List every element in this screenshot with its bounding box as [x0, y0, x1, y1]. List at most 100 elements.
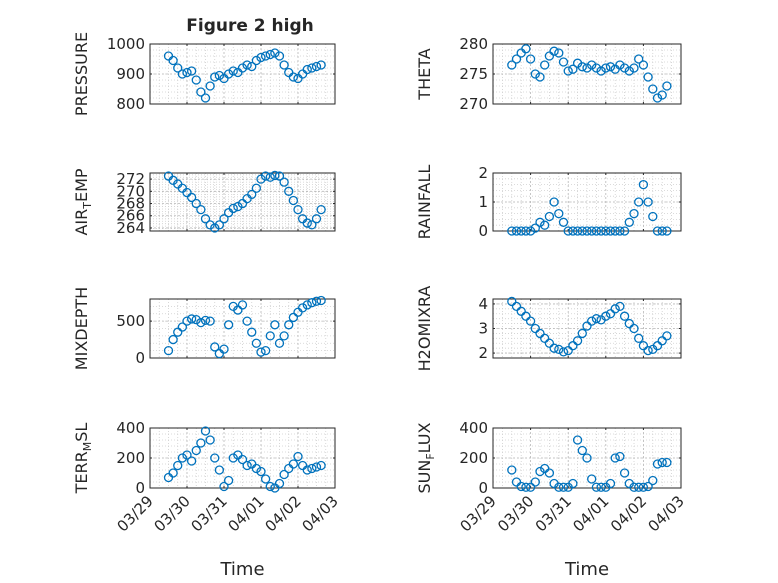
- series-markers: [507, 44, 672, 103]
- data-point: [260, 171, 271, 181]
- series-markers: [507, 435, 672, 492]
- data-point: [265, 481, 275, 492]
- data-point: [302, 300, 312, 310]
- data-point: [619, 226, 630, 236]
- data-point: [530, 69, 540, 79]
- data-point: [657, 226, 667, 236]
- data-point: [256, 174, 266, 184]
- data-point: [223, 320, 234, 330]
- data-point: [270, 48, 280, 58]
- data-point: [601, 311, 611, 321]
- data-point: [540, 60, 550, 70]
- data-point: [530, 223, 540, 233]
- data-point: [214, 70, 225, 81]
- data-point: [200, 315, 211, 326]
- data-point: [521, 226, 531, 236]
- data-point: [237, 300, 248, 310]
- data-point: [619, 468, 630, 478]
- data-point: [163, 345, 174, 356]
- data-point: [648, 475, 658, 486]
- data-point: [582, 63, 592, 73]
- data-point: [634, 197, 644, 207]
- subplot-sun_flux: 0 200 400 SUNFLUX 03/2903/3003/3104/0104/020…: [415, 419, 688, 580]
- data-point: [568, 226, 578, 236]
- data-point: [652, 226, 663, 236]
- data-point: [186, 66, 197, 76]
- data-point: [242, 60, 252, 70]
- data-point: [168, 334, 178, 345]
- data-point: [587, 474, 597, 484]
- x-tick-label: 03/30: [151, 492, 194, 535]
- data-point: [511, 226, 522, 236]
- data-point: [191, 314, 201, 325]
- data-point: [582, 226, 592, 236]
- data-point: [662, 81, 672, 91]
- data-point: [279, 469, 289, 480]
- data-point: [256, 52, 266, 63]
- data-point: [242, 316, 252, 326]
- data-point: [173, 327, 183, 337]
- data-point: [270, 170, 280, 181]
- data-point: [605, 62, 616, 72]
- data-point: [302, 218, 312, 228]
- data-point: [307, 463, 317, 474]
- data-point: [284, 320, 294, 330]
- data-point: [507, 226, 517, 236]
- data-point: [610, 453, 620, 463]
- data-point: [205, 81, 215, 91]
- data-point: [615, 226, 625, 236]
- data-point: [525, 482, 536, 492]
- data-point: [205, 316, 215, 326]
- data-point: [554, 344, 564, 355]
- subplot-mixdepth: 0 500 MIXDEPTH: [72, 287, 336, 370]
- data-point: [274, 478, 285, 489]
- data-point: [582, 453, 592, 463]
- data-point: [274, 171, 285, 181]
- y-tick-label: 270: [116, 182, 145, 200]
- data-point: [615, 301, 625, 312]
- data-point: [311, 214, 322, 224]
- data-point: [168, 55, 178, 66]
- data-point: [535, 217, 545, 227]
- data-point: [568, 64, 578, 74]
- data-point: [558, 347, 569, 357]
- data-point: [544, 468, 555, 478]
- data-point: [311, 296, 322, 306]
- data-point: [657, 90, 667, 100]
- data-point: [525, 226, 536, 236]
- x-tick-label: 04/02: [607, 492, 650, 535]
- data-point: [182, 316, 192, 326]
- y-tick-label: 400: [116, 419, 145, 437]
- data-point: [256, 347, 266, 357]
- data-point: [540, 333, 550, 343]
- data-point: [284, 186, 294, 196]
- data-point: [210, 223, 220, 233]
- data-point: [251, 463, 262, 474]
- data-point: [577, 62, 587, 72]
- data-point: [237, 63, 248, 73]
- data-point: [662, 226, 672, 236]
- data-point: [200, 93, 211, 103]
- x-tick-label: 03/31: [532, 492, 575, 535]
- data-point: [568, 478, 578, 489]
- data-point: [251, 338, 262, 348]
- data-point: [279, 60, 289, 70]
- series-markers: [163, 295, 326, 359]
- data-point: [511, 301, 522, 312]
- y-tick-label: 200: [459, 449, 488, 467]
- y-tick-label: 280: [459, 35, 488, 53]
- data-point: [251, 55, 262, 66]
- data-point: [247, 327, 257, 337]
- data-point: [540, 220, 550, 230]
- data-point: [307, 220, 317, 230]
- data-point: [196, 87, 206, 97]
- data-point: [591, 226, 602, 236]
- data-point: [577, 226, 587, 236]
- y-tick-label: 268: [116, 195, 145, 213]
- series-markers: [163, 426, 326, 493]
- y-tick-label: 1000: [107, 35, 145, 53]
- data-point: [587, 226, 597, 236]
- data-point: [605, 226, 616, 236]
